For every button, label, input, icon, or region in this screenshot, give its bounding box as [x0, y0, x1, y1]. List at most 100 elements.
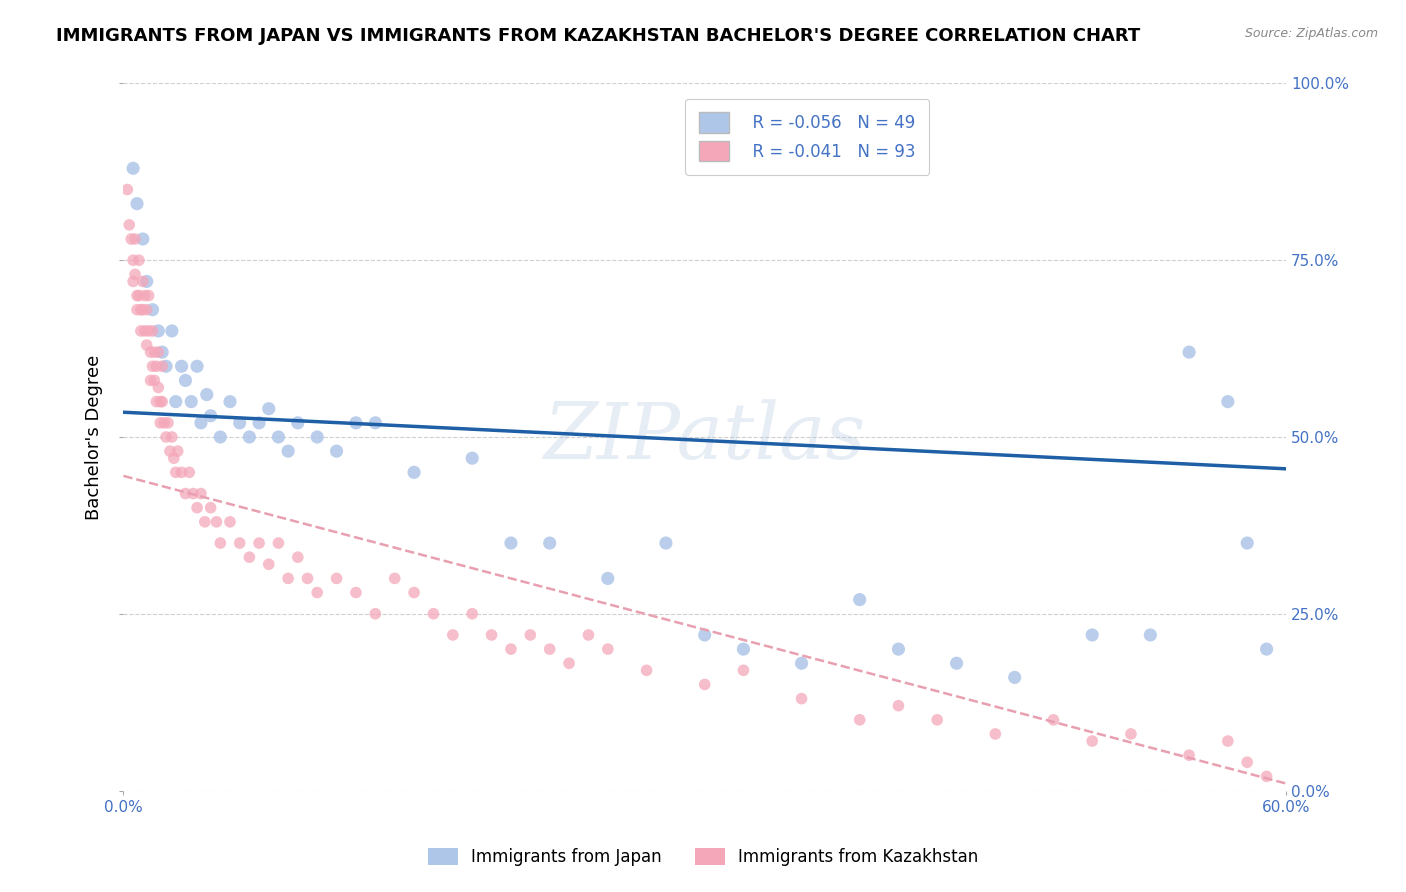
- Text: IMMIGRANTS FROM JAPAN VS IMMIGRANTS FROM KAZAKHSTAN BACHELOR'S DEGREE CORRELATIO: IMMIGRANTS FROM JAPAN VS IMMIGRANTS FROM…: [56, 27, 1140, 45]
- Point: [441, 628, 464, 642]
- Point: [174, 373, 197, 387]
- Point: [181, 486, 204, 500]
- Point: [578, 628, 600, 642]
- Point: [733, 663, 755, 677]
- Point: [156, 416, 179, 430]
- Point: [277, 444, 299, 458]
- Point: [190, 486, 212, 500]
- Point: [138, 324, 160, 338]
- Point: [165, 394, 187, 409]
- Point: [153, 416, 176, 430]
- Point: [297, 571, 319, 585]
- Point: [138, 288, 160, 302]
- Point: [538, 642, 561, 657]
- Point: [257, 401, 280, 416]
- Point: [384, 571, 406, 585]
- Point: [404, 466, 426, 480]
- Y-axis label: Bachelor's Degree: Bachelor's Degree: [86, 354, 103, 520]
- Point: [139, 373, 162, 387]
- Point: [228, 536, 250, 550]
- Point: [124, 268, 146, 282]
- Point: [174, 486, 197, 500]
- Point: [364, 607, 387, 621]
- Point: [538, 536, 561, 550]
- Point: [129, 302, 152, 317]
- Point: [848, 713, 870, 727]
- Point: [122, 253, 145, 268]
- Point: [247, 536, 270, 550]
- Point: [209, 430, 232, 444]
- Point: [219, 515, 242, 529]
- Point: [122, 274, 145, 288]
- Point: [128, 253, 150, 268]
- Point: [155, 430, 177, 444]
- Point: [135, 302, 157, 317]
- Point: [257, 558, 280, 572]
- Point: [558, 657, 581, 671]
- Point: [149, 394, 172, 409]
- Point: [200, 500, 222, 515]
- Point: [195, 387, 218, 401]
- Point: [325, 444, 347, 458]
- Point: [194, 515, 217, 529]
- Point: [984, 727, 1007, 741]
- Point: [209, 536, 232, 550]
- Point: [141, 359, 163, 374]
- Point: [150, 345, 173, 359]
- Point: [848, 592, 870, 607]
- Point: [122, 161, 145, 176]
- Point: [148, 324, 170, 338]
- Point: [519, 628, 541, 642]
- Point: [596, 642, 619, 657]
- Point: [132, 274, 155, 288]
- Point: [790, 691, 813, 706]
- Point: [166, 444, 188, 458]
- Point: [143, 373, 166, 387]
- Point: [179, 466, 201, 480]
- Point: [180, 394, 202, 409]
- Point: [145, 394, 167, 409]
- Point: [461, 607, 484, 621]
- Point: [247, 416, 270, 430]
- Point: [132, 232, 155, 246]
- Point: [125, 288, 148, 302]
- Point: [145, 359, 167, 374]
- Point: [267, 536, 290, 550]
- Point: [693, 677, 716, 691]
- Point: [170, 466, 193, 480]
- Point: [287, 550, 309, 565]
- Point: [1178, 345, 1201, 359]
- Point: [160, 430, 183, 444]
- Point: [596, 571, 619, 585]
- Point: [422, 607, 444, 621]
- Point: [124, 232, 146, 246]
- Point: [186, 500, 208, 515]
- Point: [461, 451, 484, 466]
- Point: [1256, 642, 1278, 657]
- Point: [344, 416, 367, 430]
- Point: [117, 182, 139, 196]
- Point: [190, 416, 212, 430]
- Point: [160, 324, 183, 338]
- Point: [228, 416, 250, 430]
- Point: [132, 302, 155, 317]
- Point: [945, 657, 967, 671]
- Point: [163, 451, 186, 466]
- Point: [128, 288, 150, 302]
- Point: [636, 663, 658, 677]
- Legend: Immigrants from Japan, Immigrants from Kazakhstan: Immigrants from Japan, Immigrants from K…: [419, 840, 987, 875]
- Point: [186, 359, 208, 374]
- Point: [1216, 734, 1239, 748]
- Point: [238, 550, 260, 565]
- Point: [135, 338, 157, 352]
- Point: [364, 416, 387, 430]
- Point: [148, 345, 170, 359]
- Point: [120, 232, 142, 246]
- Point: [170, 359, 193, 374]
- Point: [344, 585, 367, 599]
- Point: [267, 430, 290, 444]
- Point: [325, 571, 347, 585]
- Point: [129, 324, 152, 338]
- Point: [499, 642, 522, 657]
- Point: [1119, 727, 1142, 741]
